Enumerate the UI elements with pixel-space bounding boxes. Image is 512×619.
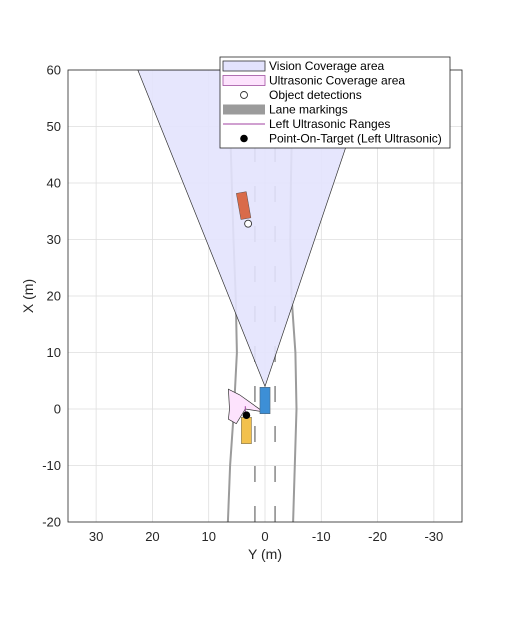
yellow-vehicle — [241, 416, 252, 444]
legend-symbol — [240, 134, 248, 143]
legend-item: Lane markings — [223, 103, 348, 117]
red-vehicle — [236, 191, 252, 220]
legend-label: Object detections — [269, 88, 362, 102]
legend-label: Vision Coverage area — [269, 59, 385, 73]
ego-vehicle — [259, 387, 271, 415]
coverage-areas — [137, 70, 373, 425]
x-tick-label: 20 — [145, 529, 159, 544]
x-tick-label: 30 — [89, 529, 103, 544]
legend-symbol — [240, 91, 248, 99]
legend-symbol — [223, 104, 265, 115]
object-detection-point — [244, 219, 253, 228]
y-tick-label: 10 — [47, 345, 61, 360]
x-tick-labels: 30 20 10 0 -10 -20 -30 — [89, 529, 443, 544]
y-tick-label: 20 — [47, 289, 61, 304]
y-tick-label: 30 — [47, 232, 61, 247]
legend-item: Vision Coverage area — [222, 59, 385, 73]
y-tick-label: -10 — [42, 458, 61, 473]
legend-item: Ultrasonic Coverage area — [222, 74, 405, 88]
legend-symbol — [222, 75, 266, 86]
legend-label: Left Ultrasonic Ranges — [269, 117, 390, 131]
y-tick-label: 60 — [47, 63, 61, 78]
legend-item: Left Ultrasonic Ranges — [223, 117, 390, 131]
legend-symbol — [222, 60, 266, 72]
ultrasonic-coverage-area — [228, 388, 264, 425]
x-tick-label: 10 — [201, 529, 215, 544]
legend-box — [219, 56, 451, 149]
y-tick-labels: -20 -10 0 10 20 30 40 50 60 — [42, 63, 61, 530]
x-tick-label: 0 — [261, 529, 268, 544]
legend-item: Object detections — [240, 88, 362, 102]
legend-label: Ultrasonic Coverage area — [269, 74, 405, 88]
vision-coverage-area — [137, 70, 373, 388]
y-tick-label: 50 — [47, 119, 61, 134]
x-tick-label: -10 — [312, 529, 331, 544]
legend-label: Lane markings — [269, 103, 348, 117]
x-tick-label: -30 — [424, 529, 443, 544]
detection-markers — [242, 219, 253, 420]
x-tick-label: -20 — [368, 529, 387, 544]
y-tick-label: -20 — [42, 515, 61, 530]
legend-label: Point-On-Target (Left Ultrasonic) — [269, 132, 442, 146]
x-axis-label: Y (m) — [248, 546, 282, 562]
vehicles — [236, 191, 271, 444]
legend-item: Point-On-Target (Left Ultrasonic) — [240, 132, 442, 146]
point-on-target-point — [242, 411, 251, 420]
y-axis-label: X (m) — [20, 279, 36, 313]
y-tick-label: 40 — [47, 176, 61, 191]
y-tick-label: 0 — [54, 402, 61, 417]
